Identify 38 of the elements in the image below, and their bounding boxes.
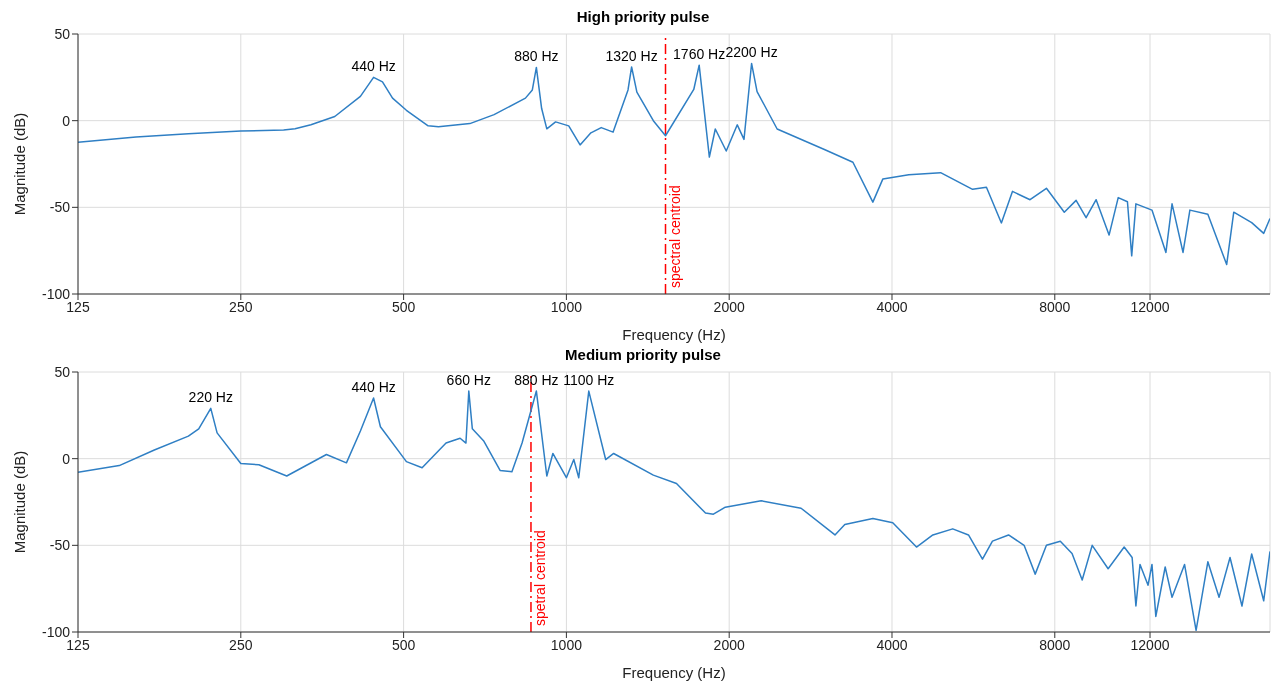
y-tick-label: 0 — [62, 450, 71, 467]
y-axis-title: Magnitude (dB) — [11, 112, 29, 216]
annotation: 2200 Hz — [725, 44, 778, 61]
annotation: 1320 Hz — [605, 47, 658, 64]
x-axis-title: Frequency (Hz) — [622, 326, 726, 343]
annotation: 1760 Hz — [673, 46, 726, 63]
x-tick-label: 250 — [229, 298, 253, 315]
chart-title: High priority pulse — [575, 8, 711, 26]
annotation: 1100 Hz — [563, 372, 615, 389]
y-tick-label: -50 — [49, 537, 71, 554]
annotation: 440 Hz — [351, 58, 396, 75]
y-tick-label: 0 — [62, 112, 71, 129]
x-tick-label: 2000 — [713, 636, 745, 653]
x-tick-label: 500 — [391, 298, 416, 315]
chart-title: Medium priority pulse — [564, 346, 722, 364]
annotation: 880 Hz — [514, 372, 559, 389]
annotation: 660 Hz — [446, 372, 491, 389]
annotation: 880 Hz — [514, 48, 559, 65]
x-tick-label: 4000 — [876, 298, 908, 315]
annotation: 220 Hz — [188, 389, 233, 406]
x-tick-label: 8000 — [1039, 298, 1071, 315]
x-tick-label: 500 — [391, 636, 416, 653]
annotation: 440 Hz — [351, 379, 396, 395]
y-tick-label: -50 — [49, 199, 71, 216]
y-tick-label: 50 — [54, 25, 71, 42]
x-tick-label: 4000 — [876, 636, 908, 653]
x-tick-label: 1000 — [550, 298, 583, 315]
x-tick-label: 2000 — [713, 298, 745, 315]
x-tick-label: 8000 — [1039, 636, 1071, 653]
y-tick-label: 50 — [54, 363, 71, 380]
x-tick-label: 250 — [229, 636, 253, 653]
ref-line-label: spetral centroid — [531, 530, 548, 626]
x-tick-label: 12000 — [1130, 636, 1170, 653]
y-axis-title: Magnitude (dB) — [11, 450, 29, 554]
x-axis-title: Frequency (Hz) — [622, 664, 726, 681]
ref-line-label: spectral centroid — [666, 185, 683, 288]
x-tick-label: 12000 — [1130, 298, 1170, 315]
x-tick-label: 1000 — [550, 636, 583, 653]
